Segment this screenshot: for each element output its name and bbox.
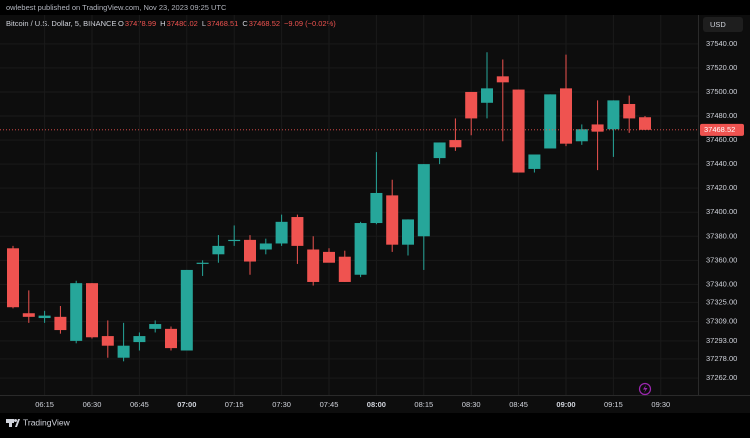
legend-key: O bbox=[118, 19, 124, 28]
y-tick-label: 37480.00 bbox=[706, 111, 737, 120]
candle-body bbox=[244, 239, 256, 262]
price-axis bbox=[699, 15, 750, 395]
x-tick-label: 06:15 bbox=[35, 400, 54, 409]
x-tick-label: 09:15 bbox=[604, 400, 623, 409]
x-tick-label: 06:45 bbox=[130, 400, 149, 409]
candle-body bbox=[623, 103, 636, 119]
x-tick-label: 07:15 bbox=[225, 400, 244, 409]
candle-body bbox=[591, 124, 604, 132]
y-tick-label: 37293.00 bbox=[706, 336, 737, 345]
y-tick-label: 37460.00 bbox=[706, 135, 737, 144]
candle-body bbox=[307, 249, 320, 282]
candle-body bbox=[481, 88, 493, 103]
candle-body bbox=[117, 345, 130, 358]
y-tick-label: 37380.00 bbox=[706, 231, 737, 240]
legend-title: Bitcoin / U.S. Dollar, 5, BINANCE bbox=[6, 19, 116, 28]
x-tick-label: 07:45 bbox=[320, 400, 339, 409]
legend-value: −9.09 (−0.02%) bbox=[284, 19, 336, 28]
legend-key: L bbox=[202, 19, 206, 28]
y-tick-label: 37400.00 bbox=[706, 207, 737, 216]
plot bbox=[7, 52, 651, 362]
x-tick-label: 06:30 bbox=[83, 400, 102, 409]
candle-body bbox=[180, 269, 193, 351]
x-tick-label: 09:30 bbox=[651, 400, 670, 409]
candle-body bbox=[607, 100, 620, 130]
y-tick-label: 37262.00 bbox=[706, 373, 737, 382]
candle-body bbox=[639, 117, 651, 130]
candle-body bbox=[212, 245, 225, 255]
x-tick-label: 08:00 bbox=[367, 400, 386, 409]
candle-body bbox=[323, 251, 335, 263]
candle-body bbox=[22, 313, 35, 317]
candle-body bbox=[433, 142, 446, 159]
header-bar bbox=[0, 0, 750, 15]
y-tick-label: 37340.00 bbox=[706, 279, 737, 288]
x-tick-label: 08:15 bbox=[414, 400, 433, 409]
y-tick-label: 37500.00 bbox=[706, 87, 737, 96]
brand: TradingView bbox=[23, 417, 71, 427]
publisher: owlebest published on TradingView.com, N… bbox=[6, 3, 227, 12]
footer-bar bbox=[0, 413, 750, 433]
y-tick-label: 37309.00 bbox=[706, 317, 737, 326]
candle-body bbox=[417, 164, 430, 237]
candle-body bbox=[528, 154, 541, 169]
candle-body bbox=[133, 336, 146, 343]
candle-body bbox=[196, 262, 209, 264]
y-tick-label: 37540.00 bbox=[706, 39, 737, 48]
currency-box[interactable] bbox=[703, 17, 743, 32]
legend: Bitcoin / U.S. Dollar, 5, BINANCE O 37478.… bbox=[6, 19, 336, 28]
y-tick-label: 37360.00 bbox=[706, 255, 737, 264]
candle-body bbox=[544, 94, 557, 149]
candle-body bbox=[259, 243, 272, 250]
x-tick-label: 08:45 bbox=[509, 400, 528, 409]
candle-body bbox=[86, 283, 98, 338]
y-tick-label: 37325.00 bbox=[706, 297, 737, 306]
candle-body bbox=[354, 223, 367, 275]
candle-body bbox=[291, 217, 304, 246]
legend-key: H bbox=[160, 19, 165, 28]
candle-body bbox=[7, 248, 19, 308]
candle-body bbox=[165, 328, 177, 349]
candle-body bbox=[402, 219, 414, 245]
candle-body bbox=[101, 336, 114, 346]
candle-body bbox=[275, 221, 288, 244]
candle-body bbox=[560, 88, 572, 144]
lightning-icon[interactable] bbox=[638, 382, 652, 396]
candle-body bbox=[38, 315, 51, 319]
candle-body bbox=[386, 195, 399, 245]
y-tick-label: 37420.00 bbox=[706, 183, 737, 192]
candle-body bbox=[370, 192, 383, 224]
x-tick-label: 09:00 bbox=[556, 400, 575, 409]
y-tick-label: 37520.00 bbox=[706, 63, 737, 72]
x-tick-label: 07:30 bbox=[272, 400, 291, 409]
candle-body bbox=[496, 76, 509, 83]
y-tick-label: 37278.00 bbox=[706, 354, 737, 363]
candle-body bbox=[512, 89, 525, 173]
candle-body bbox=[338, 256, 351, 282]
y-tick-label: 37440.00 bbox=[706, 159, 737, 168]
legend-value: 37468.51 bbox=[207, 19, 238, 28]
candle-body bbox=[449, 140, 462, 148]
candle-body bbox=[70, 283, 83, 341]
legend-value: 37468.52 bbox=[249, 19, 280, 28]
candle-body bbox=[149, 324, 162, 329]
x-tick-label: 07:00 bbox=[177, 400, 196, 409]
legend-key: C bbox=[242, 19, 248, 28]
candle-body bbox=[575, 129, 588, 142]
legend-value: 37478.99 bbox=[125, 19, 156, 28]
last-price-label: 37468.52 bbox=[704, 125, 735, 134]
candle-body bbox=[54, 316, 67, 331]
last-price-box bbox=[700, 123, 744, 136]
candle-body bbox=[465, 91, 478, 119]
brand-logo bbox=[6, 419, 20, 427]
candle-body bbox=[228, 239, 241, 242]
x-tick-label: 08:30 bbox=[462, 400, 481, 409]
legend-value: 37480.02 bbox=[167, 19, 198, 28]
currency: USD bbox=[710, 20, 726, 29]
